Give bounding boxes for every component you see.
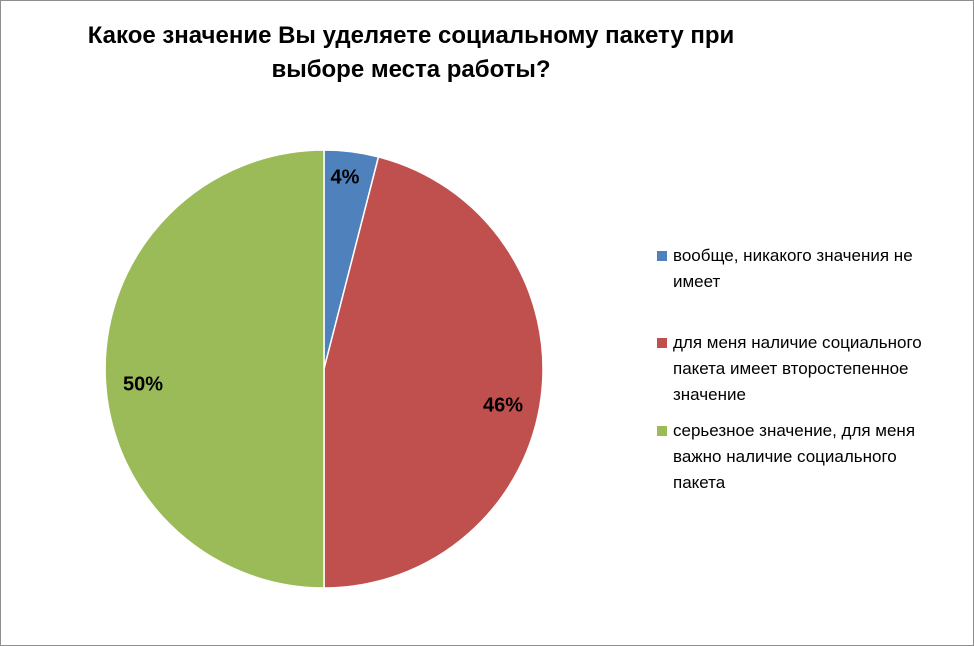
chart-title-line-1: Какое значение Вы уделяете социальному п… — [87, 22, 735, 49]
legend-swatch-blue — [657, 251, 667, 261]
legend-label: серьезное значение, для меня важно налич… — [673, 418, 965, 496]
pie-slices — [104, 149, 544, 589]
pie-data-label: 46% — [483, 394, 523, 416]
pie-slice — [323, 155, 544, 589]
pie-slice — [104, 149, 325, 589]
pie-data-label: 50% — [123, 373, 163, 395]
legend-label-line: вообще, никакого значения не — [673, 246, 913, 265]
legend-swatch-green — [657, 426, 667, 436]
chart-title-line-2: выборе места работы? — [271, 56, 551, 83]
legend-label-line: серьезное значение, для меня — [673, 421, 916, 440]
chart-title: Какое значение Вы уделяете социальному п… — [81, 19, 741, 87]
legend-label-line: важно наличие социального — [673, 447, 897, 466]
legend-label: вообще, никакого значения не имеет — [673, 243, 965, 295]
legend-label-line: пакета — [673, 473, 726, 492]
legend-label-line: для меня наличие социального — [673, 333, 922, 352]
legend-label-line: имеет — [673, 272, 721, 291]
legend-label-line: значение — [673, 385, 746, 404]
legend-swatch-red — [657, 338, 667, 348]
pie-data-labels: 4% 46% 50% — [123, 166, 523, 416]
legend-label: для меня наличие социального пакета имее… — [673, 330, 965, 408]
legend-label-line: пакета имеет второстепенное — [673, 359, 909, 378]
pie-data-label: 4% — [331, 166, 360, 188]
